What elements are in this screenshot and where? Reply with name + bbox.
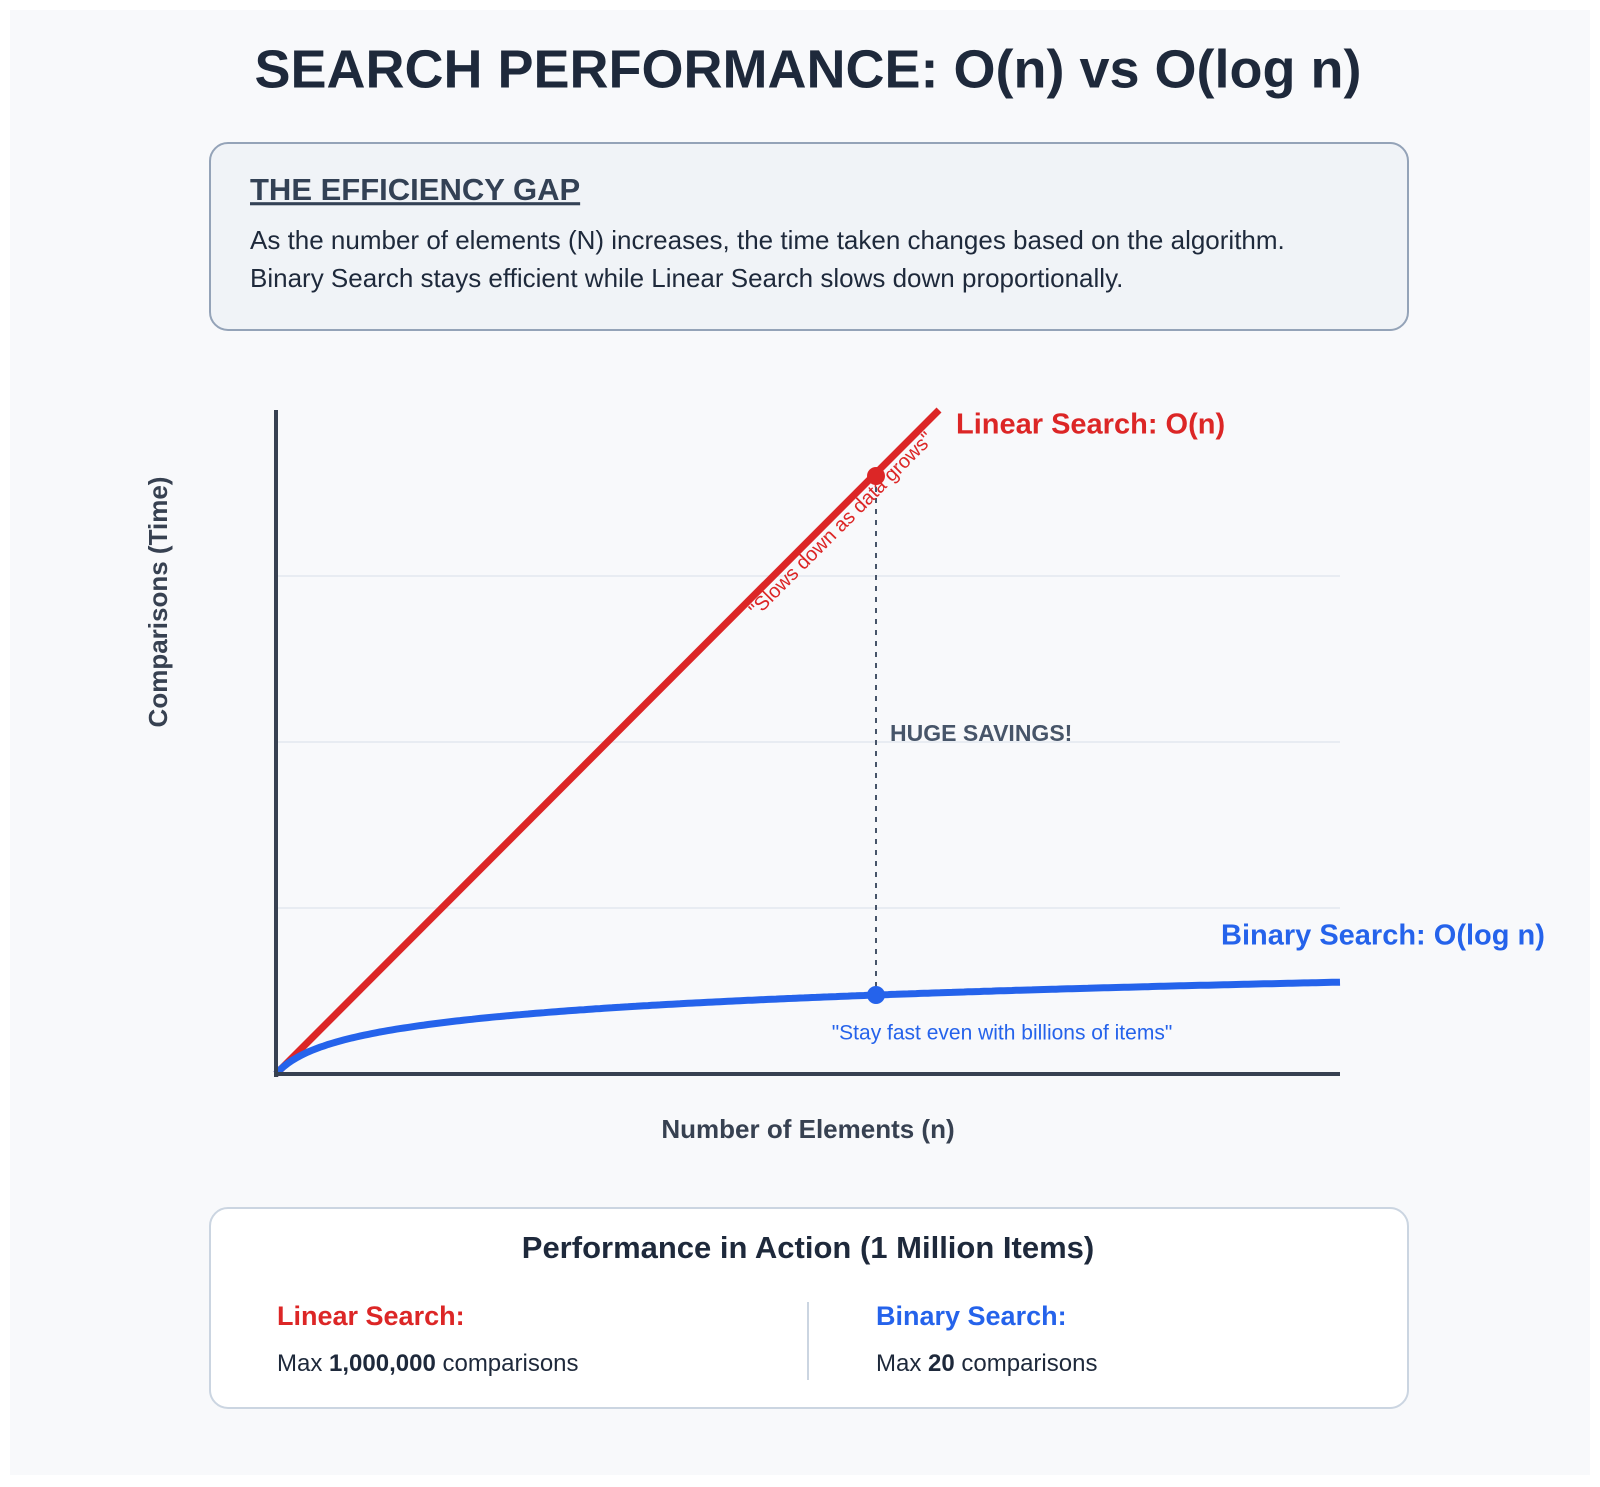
- intro-line: As the number of elements (N) increases,…: [250, 225, 1285, 255]
- binary-point: [867, 986, 885, 1004]
- intro-heading: THE EFFICIENCY GAP: [250, 172, 580, 207]
- count: 1,000,000: [329, 1350, 436, 1377]
- linear-label: Linear Search: O(n): [956, 409, 1225, 441]
- intro-box: [209, 142, 1409, 331]
- binary-curve: [273, 978, 1341, 1077]
- binary-name: Binary Search:: [876, 1301, 1067, 1331]
- binary-note: "Stay fast even with billions of items": [832, 1022, 1173, 1045]
- text: comparisons: [436, 1350, 579, 1377]
- intro-line: Binary Search stays efficient while Line…: [250, 263, 1123, 293]
- text: comparisons: [955, 1350, 1098, 1377]
- count: 20: [928, 1350, 955, 1377]
- linear-name: Linear Search:: [277, 1301, 465, 1331]
- linear-line: [273, 407, 942, 1077]
- binary-label: Binary Search: O(log n): [1221, 920, 1545, 952]
- linear-point: [867, 467, 885, 485]
- grid: [276, 575, 1340, 909]
- y-axis-label: Comparisons (Time): [143, 477, 173, 728]
- text: Max: [876, 1350, 928, 1377]
- gap-label: HUGE SAVINGS!: [890, 720, 1072, 746]
- x-axis-label: Number of Elements (n): [661, 1114, 954, 1144]
- linear-detail: Max 1,000,000 comparisons: [277, 1350, 579, 1377]
- summary-title: Performance in Action (1 Million Items): [522, 1230, 1094, 1265]
- text: Max: [277, 1350, 329, 1377]
- title: SEARCH PERFORMANCE: O(n) vs O(log n): [255, 39, 1362, 99]
- binary-detail: Max 20 comparisons: [876, 1350, 1097, 1377]
